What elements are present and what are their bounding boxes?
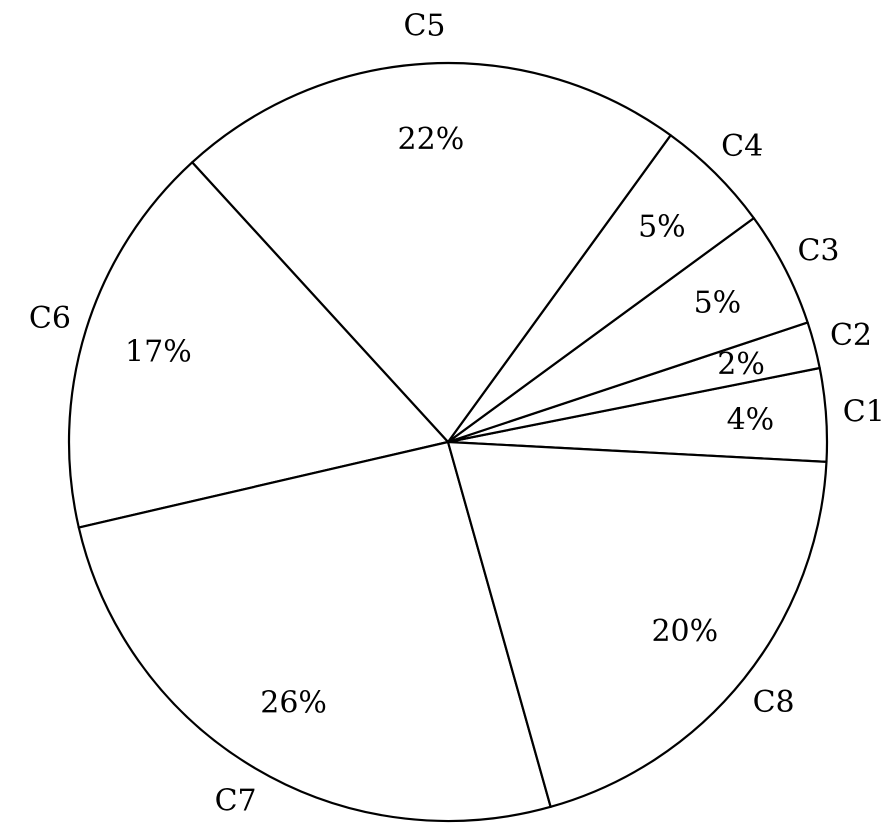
category-label-c4: C4	[721, 129, 763, 164]
percentage-label-c2: 2%	[717, 347, 765, 382]
pie-slice-c8	[446, 440, 828, 808]
category-label-c3: C3	[797, 233, 839, 268]
category-label-c5: C5	[403, 8, 445, 43]
pie-slice-c5	[191, 61, 672, 444]
pie-slices	[67, 61, 829, 823]
pie-slice-c6	[67, 161, 450, 529]
pie-slice-c7	[77, 440, 552, 823]
category-label-c7: C7	[215, 783, 257, 818]
percentage-labels: 4% 2% 5% 5% 22% 17% 26% 20%	[125, 122, 774, 721]
percentage-label-c8: 20%	[651, 614, 718, 649]
category-label-c1: C1	[843, 395, 885, 430]
percentage-label-c5: 22%	[398, 122, 465, 157]
percentage-label-c3: 5%	[694, 286, 742, 321]
category-label-c6: C6	[29, 301, 71, 336]
percentage-label-c7: 26%	[260, 685, 327, 720]
category-label-c8: C8	[753, 685, 795, 720]
category-label-c2: C2	[830, 318, 872, 353]
category-labels: C1 C2 C3 C4 C5 C6 C7 C8	[29, 8, 885, 818]
percentage-label-c4: 5%	[638, 210, 686, 245]
percentage-label-c1: 4%	[727, 403, 775, 438]
percentage-label-c6: 17%	[125, 335, 192, 370]
